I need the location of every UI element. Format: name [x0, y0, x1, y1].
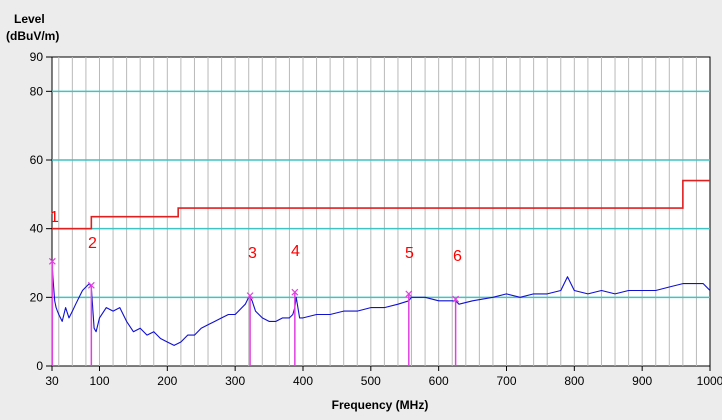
reference-lines — [52, 90, 710, 299]
x-tick-label-30: 30 — [45, 374, 59, 388]
marker-3-cross — [246, 292, 254, 300]
marker-1-cross — [48, 257, 56, 265]
x-tick-label-100: 100 — [89, 374, 109, 388]
y-tick-label-60: 60 — [30, 153, 44, 167]
y-tick-label-40: 40 — [30, 222, 44, 236]
marker-6-label: 6 — [453, 248, 462, 265]
axes: 0 20 40 60 80 90 30 100 200 300 400 500 600 700 800 900… — [30, 50, 722, 388]
x-tick-label-900: 900 — [632, 374, 652, 388]
x-tick-label-500: 500 — [361, 374, 381, 388]
x-tick-label-300: 300 — [225, 374, 245, 388]
marker-4-label: 4 — [291, 243, 300, 260]
marker-5-cross — [405, 290, 413, 298]
limit-step-line — [52, 179, 710, 230]
marker-2-label: 2 — [88, 235, 97, 252]
limit-line — [52, 179, 710, 230]
y-tick-label-0: 0 — [36, 359, 43, 373]
x-tick-label-200: 200 — [157, 374, 177, 388]
y-tick-label-20: 20 — [30, 290, 44, 304]
y-axis-label-line2: (dBuV/m) — [6, 29, 59, 43]
y-tick-label-90: 90 — [30, 50, 44, 64]
x-tick-label-800: 800 — [564, 374, 584, 388]
x-tick-label-700: 700 — [496, 374, 516, 388]
x-tick-label-1000: 1000 — [697, 374, 722, 388]
peak-markers: 1 2 3 4 5 6 — [48, 209, 462, 366]
x-axis-label: Frequency (MHz) — [332, 398, 429, 412]
x-tick-label-600: 600 — [429, 374, 449, 388]
marker-1-label: 1 — [50, 209, 59, 226]
y-axis-label-line1: Level — [14, 12, 45, 26]
plot-area — [51, 56, 711, 367]
x-tick-label-400: 400 — [293, 374, 313, 388]
marker-2-cross — [87, 281, 95, 289]
marker-6-cross — [452, 295, 460, 303]
y-tick-label-80: 80 — [30, 84, 44, 98]
marker-5-label: 5 — [405, 245, 414, 262]
marker-3-label: 3 — [248, 245, 257, 262]
marker-4-cross — [291, 288, 299, 296]
